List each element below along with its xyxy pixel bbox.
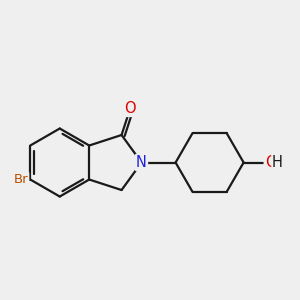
Text: O: O: [124, 101, 136, 116]
Text: N: N: [136, 155, 147, 170]
Text: Br: Br: [14, 173, 28, 186]
Text: O: O: [265, 155, 276, 170]
Text: H: H: [272, 155, 283, 170]
